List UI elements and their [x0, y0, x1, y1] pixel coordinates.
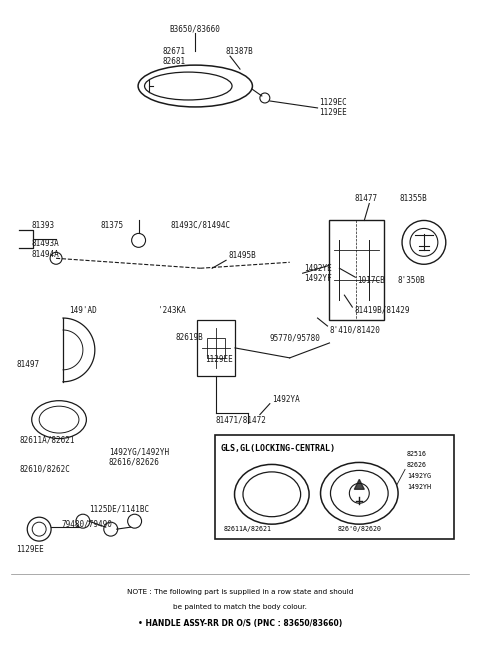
Text: 8'350B: 8'350B — [397, 276, 425, 284]
Text: 1492YG/1492YH: 1492YG/1492YH — [109, 448, 169, 457]
Text: 81494A: 81494A — [31, 250, 59, 259]
Text: 79480/79490: 79480/79490 — [61, 520, 112, 529]
Text: 826'0/82620: 826'0/82620 — [337, 526, 381, 532]
Text: 82616/82626: 82616/82626 — [109, 458, 160, 467]
Text: 82516: 82516 — [407, 451, 427, 457]
Bar — [215, 434, 454, 539]
Text: 149'AD: 149'AD — [69, 306, 97, 315]
Text: 81387B: 81387B — [225, 47, 253, 56]
Text: 81477: 81477 — [354, 194, 377, 203]
Text: 1492YG: 1492YG — [407, 474, 431, 480]
Polygon shape — [354, 480, 364, 489]
Text: B3650/83660: B3650/83660 — [170, 25, 221, 34]
Text: 82610/8262C: 82610/8262C — [19, 465, 70, 474]
Bar — [207, 338, 225, 358]
Text: • HANDLE ASSY-RR DR O/S (PNC : 83650/83660): • HANDLE ASSY-RR DR O/S (PNC : 83650/836… — [138, 620, 342, 628]
Text: 1492YH: 1492YH — [407, 484, 431, 490]
Text: 82671: 82671 — [162, 47, 186, 56]
Text: 1492YF: 1492YF — [305, 274, 332, 283]
Text: 82626: 82626 — [407, 463, 427, 468]
Text: 1125DE/1141BC: 1125DE/1141BC — [89, 505, 149, 514]
Text: 81497: 81497 — [16, 360, 39, 369]
Text: 81355B: 81355B — [399, 194, 427, 203]
Text: 1129EC: 1129EC — [320, 99, 348, 108]
Text: 82681: 82681 — [162, 57, 186, 66]
Text: 1129EE: 1129EE — [16, 545, 44, 554]
Text: be painted to match the body colour.: be painted to match the body colour. — [173, 604, 307, 610]
Text: '243KA: '243KA — [158, 306, 186, 315]
Text: 95770/95780: 95770/95780 — [270, 334, 321, 342]
Text: 1017CB: 1017CB — [357, 276, 385, 284]
Text: 81493A: 81493A — [31, 239, 59, 248]
Text: 81471/81472: 81471/81472 — [215, 415, 266, 424]
Text: 82619B: 82619B — [175, 334, 203, 342]
Text: 81375: 81375 — [101, 221, 124, 230]
Text: 1129EE: 1129EE — [205, 355, 233, 365]
Text: 81493C/81494C: 81493C/81494C — [170, 221, 230, 230]
Text: NOTE : The following part is supplied in a row state and should: NOTE : The following part is supplied in… — [127, 589, 353, 595]
Bar — [329, 221, 384, 320]
Text: 82611A/82621: 82611A/82621 — [224, 526, 272, 532]
Text: 1129EE: 1129EE — [320, 108, 348, 118]
Text: 81393: 81393 — [31, 221, 54, 230]
Text: 1492YE: 1492YE — [305, 263, 332, 273]
Text: 81495B: 81495B — [228, 251, 256, 260]
Bar — [197, 320, 235, 376]
Text: 82611A/82621: 82611A/82621 — [19, 435, 75, 444]
Text: 1492YA: 1492YA — [272, 396, 300, 404]
Text: 81419B/81429: 81419B/81429 — [354, 306, 410, 315]
Text: GLS,GL(LOCKING-CENTRAL): GLS,GL(LOCKING-CENTRAL) — [220, 444, 335, 453]
Text: 8'410/81420: 8'410/81420 — [329, 325, 380, 334]
